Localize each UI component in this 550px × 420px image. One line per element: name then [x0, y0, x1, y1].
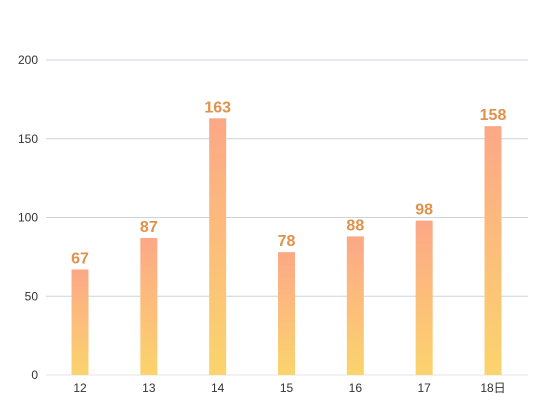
- y-tick-label: 150: [18, 132, 38, 146]
- bar: [484, 126, 502, 376]
- value-label: 88: [346, 217, 364, 234]
- bar: [140, 237, 158, 375]
- bars: [71, 118, 502, 376]
- x-tick-label: 15: [280, 381, 294, 395]
- value-label: 78: [278, 233, 296, 250]
- x-tick-label: 16: [349, 381, 363, 395]
- data-labels: 67 87 163 78 88 98 158: [71, 99, 506, 267]
- y-tick-label: 0: [31, 368, 38, 382]
- x-axis: 12 13 14 15 16 17 18日: [73, 381, 505, 395]
- y-tick-label: 100: [18, 211, 38, 225]
- value-label: 87: [140, 219, 158, 236]
- bar: [278, 252, 295, 375]
- y-axis: 0 50 100 150 200: [18, 53, 38, 382]
- value-label: 158: [480, 107, 507, 124]
- value-label: 98: [415, 202, 433, 219]
- bar: [71, 269, 89, 375]
- y-tick-label: 200: [18, 53, 38, 67]
- bar: [209, 118, 227, 376]
- bar: [415, 220, 433, 375]
- value-label: 67: [71, 250, 89, 267]
- value-label: 163: [204, 99, 231, 116]
- bar: [346, 236, 364, 375]
- y-tick-label: 50: [25, 289, 39, 303]
- x-tick-label: 14: [211, 381, 225, 395]
- x-tick-label: 13: [142, 381, 156, 395]
- grid-lines: [46, 59, 528, 376]
- x-tick-label: 17: [417, 381, 431, 395]
- x-tick-label: 12: [73, 381, 87, 395]
- x-tick-label: 18日: [480, 381, 505, 395]
